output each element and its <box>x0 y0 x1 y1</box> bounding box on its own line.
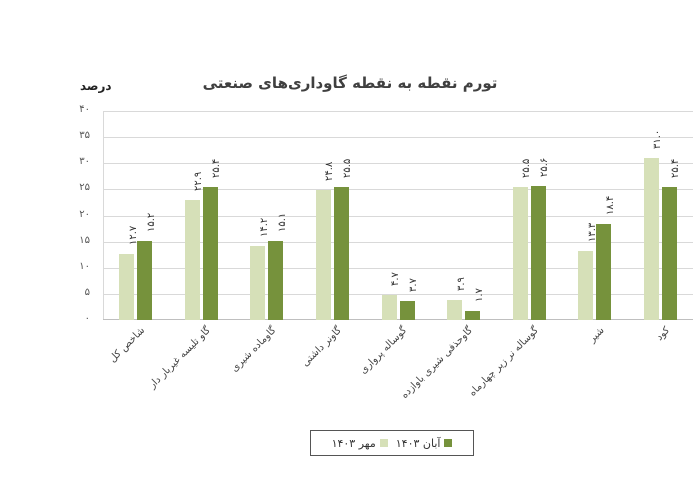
legend-label-aban: آبان ۱۴۰۳ <box>395 436 441 450</box>
bar-value-label: ۱.۷ <box>473 288 485 303</box>
gridline <box>103 215 693 217</box>
bar-value-label: ۳۱.۰ <box>652 129 664 150</box>
y-tick-label: ۱۰ <box>79 260 90 272</box>
bar-aban <box>530 186 546 320</box>
x-category-label: گاونر داشتی <box>300 325 345 369</box>
x-category-label: گوساله پرواری <box>358 325 410 377</box>
bar-value-label: ۱۵.۱ <box>276 212 288 233</box>
bar-aban <box>465 311 481 320</box>
bar-value-label: ۴.۷ <box>390 272 401 287</box>
gridline <box>103 293 693 295</box>
x-category-label: گاو تلیسه غیربار دار <box>147 325 214 391</box>
bar-mehr <box>119 253 135 320</box>
bar-value-label: ۳.۹ <box>455 276 467 291</box>
bar-value-label: ۲۵.۴ <box>211 158 223 179</box>
y-tick-label: ۳۵ <box>79 130 90 142</box>
bar-mehr <box>643 158 659 320</box>
gridline <box>103 267 693 269</box>
x-category-label: شاخص کل <box>107 325 148 365</box>
legend-label-mehr: مهر ۱۴۰۳ <box>331 436 376 450</box>
legend-swatch-aban <box>444 439 453 447</box>
y-tick-label: ۳۰ <box>79 156 90 168</box>
bar-mehr <box>578 250 594 320</box>
y-tick-label: ۰ <box>84 313 90 324</box>
y-tick-label: ۲۵ <box>79 182 90 194</box>
bar-value-label: ۲۵.۵ <box>342 158 354 178</box>
y-tick-label: ۲۰ <box>79 208 90 220</box>
x-category-label: کود <box>654 325 673 343</box>
gridline <box>103 163 693 165</box>
chart-title: تورم نقطه به نقطه گاوداری‌های صنعتی <box>202 74 498 92</box>
y-tick-label: ۴۰ <box>79 104 90 115</box>
bar-aban <box>268 241 284 320</box>
bar-value-label: ۲۴.۸ <box>324 162 336 182</box>
legend-item-mehr: مهر ۱۴۰۳ <box>332 437 388 450</box>
bar-value-label: ۱۸.۴ <box>604 195 616 215</box>
bar-aban <box>661 187 677 320</box>
bar-aban <box>333 186 349 320</box>
bar-mehr <box>447 299 463 320</box>
x-category-label: گاوحذفی شیری باوازده <box>399 325 476 401</box>
bar-value-label: ۲۵.۴ <box>670 158 682 179</box>
bar-aban <box>137 240 153 320</box>
gridline <box>103 241 693 243</box>
bar-value-label: ۲۵.۵ <box>521 158 533 178</box>
chart-legend: آبان ۱۴۰۳ مهر ۱۴۰۳ <box>310 430 474 456</box>
bar-mehr <box>250 245 266 320</box>
gridline <box>103 137 693 139</box>
bar-mehr <box>381 295 397 320</box>
bar-aban <box>399 300 415 320</box>
bar-mehr <box>184 200 200 320</box>
bar-value-label: ۱۵.۲ <box>145 212 157 232</box>
bar-value-label: ۲۵.۶ <box>539 157 551 178</box>
x-category-label: شیر <box>586 325 607 345</box>
bar-mehr <box>315 190 331 320</box>
gridline <box>103 189 693 191</box>
legend-swatch-mehr <box>379 439 388 447</box>
bar-aban <box>202 187 218 320</box>
y-axis-unit-label: درصد <box>80 79 112 93</box>
bar-value-label: ۱۴.۲ <box>258 217 270 237</box>
x-category-label: گوساله نر زیر چهارماه <box>467 325 541 399</box>
legend-item-aban: آبان ۱۴۰۳ <box>396 437 453 450</box>
bar-value-label: ۳.۷ <box>408 277 419 292</box>
y-tick-label: ۵ <box>84 286 90 298</box>
bar-mehr <box>512 186 528 320</box>
plot-area: ۱۲.۷ ۱۵.۲ ۲۲.۹ ۲۵.۴ ۱۴.۲ ۱۵.۱ ۲۴.۸ ۲۵.۵ ۴.۷ ۳.۷ ۳.… <box>103 111 693 320</box>
x-category-label: گاوماده شیری <box>229 325 279 375</box>
gridline <box>103 111 693 112</box>
y-tick-label: ۱۵ <box>79 234 90 246</box>
x-axis-line <box>103 319 693 320</box>
bar-aban <box>596 223 612 320</box>
